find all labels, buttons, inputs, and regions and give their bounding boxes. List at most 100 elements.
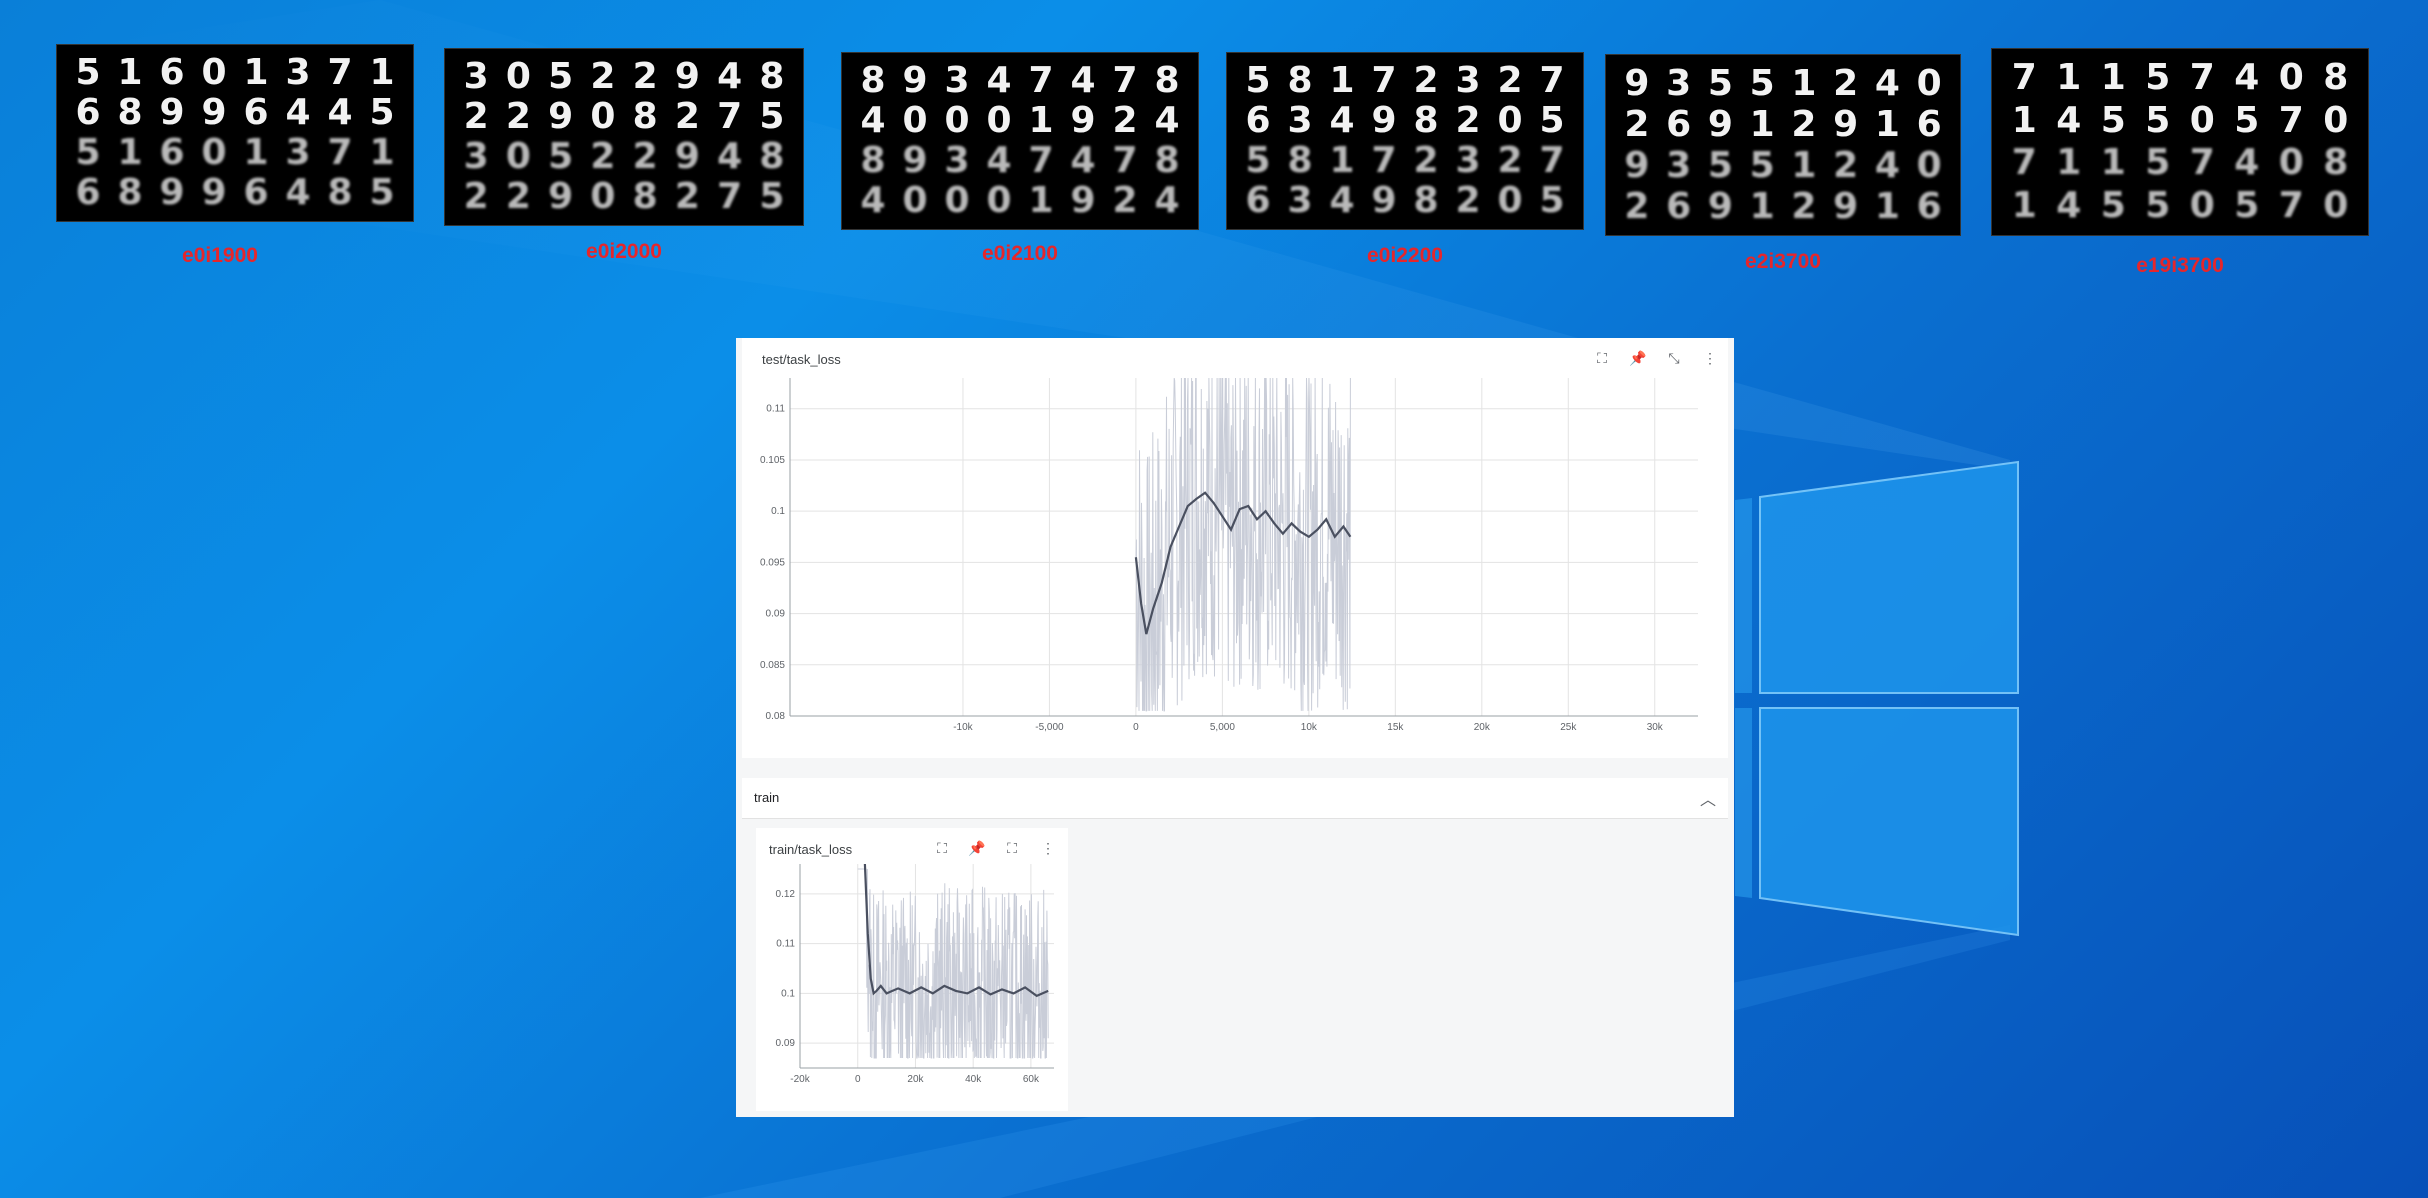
x-tick-label: 0: [855, 1074, 861, 1085]
digit-cell: 4: [2056, 99, 2082, 141]
test-loss-chart[interactable]: -10k -5,000 0 5,000 10k 15k 20k 25k 30k 0.08 0.085…: [752, 378, 1712, 748]
chevron-up-icon[interactable]: ︿: [1699, 792, 1716, 809]
digit-cell: 1: [369, 52, 395, 93]
digit-cell: 7: [2278, 184, 2304, 226]
digit-cell: 6: [1666, 103, 1692, 145]
digit-cell: 8: [1154, 140, 1180, 181]
digit-cell: 1: [2056, 57, 2082, 99]
digit-cell: 2: [463, 176, 489, 217]
digit-cell: 1: [369, 132, 395, 173]
fit-domain-icon[interactable]: ⛶: [1597, 349, 1607, 366]
x-tick-label: 25k: [1560, 722, 1577, 733]
digit-cell: 5: [548, 136, 574, 177]
digit-cell: 0: [944, 180, 970, 221]
more-vert-icon[interactable]: ⋮: [1041, 839, 1055, 856]
more-vert-icon[interactable]: ⋮: [1703, 349, 1717, 366]
digit-cell: 9: [1624, 144, 1650, 186]
y-tick-label: 0.11: [776, 939, 795, 950]
digit-cell: 9: [1371, 180, 1397, 221]
pin-icon[interactable]: 📌: [968, 839, 986, 856]
digit-cell: 2: [1624, 103, 1650, 145]
digit-cell: 2: [505, 96, 531, 137]
digit-cell: 9: [159, 92, 185, 133]
y-tick-label: 0.095: [760, 557, 785, 568]
digit-cell: 9: [674, 136, 700, 177]
digit-cell: 7: [2189, 142, 2215, 184]
digit-cell: 0: [590, 96, 616, 137]
x-tick-label: -5,000: [1035, 722, 1064, 733]
digit-cell: 9: [548, 176, 574, 217]
digit-cell: 3: [285, 132, 311, 173]
digit-cell: 0: [201, 132, 227, 173]
digit-cell: 8: [1287, 140, 1313, 181]
digit-cell: 2: [1497, 60, 1523, 101]
digit-cell: 9: [1070, 180, 1096, 221]
digit-cell: 6: [1245, 100, 1271, 141]
digit-cell: 1: [1749, 103, 1775, 145]
digit-cell: 5: [1707, 62, 1733, 104]
digit-cell: 5: [1245, 140, 1271, 181]
digit-cell: 4: [717, 136, 743, 177]
windows-logo: [1735, 460, 2019, 937]
digit-cell: 8: [632, 96, 658, 137]
digit-cell: 0: [505, 56, 531, 97]
digit-cell: 3: [944, 140, 970, 181]
train-section-header[interactable]: train ︿: [742, 778, 1728, 819]
digit-cell: 4: [2056, 184, 2082, 226]
digit-cell: 7: [327, 132, 353, 173]
digit-cell: 7: [1028, 140, 1054, 181]
digit-cell: 5: [2145, 99, 2171, 141]
digit-cell: 9: [1371, 100, 1397, 141]
digit-cell: 2: [632, 136, 658, 177]
digit-cell: 8: [860, 140, 886, 181]
digit-cell: 5: [2234, 99, 2260, 141]
card-title: train/task_loss: [769, 842, 853, 857]
raw-series-line: [857, 868, 1049, 1059]
y-tick-label: 0.08: [766, 711, 786, 722]
thumbnail-caption: e0i2000: [586, 240, 662, 263]
digit-cell: 0: [201, 52, 227, 93]
train-loss-chart[interactable]: -20k 0 20k 40k 60k 0.09 0.1 0.11 0.12: [762, 864, 1062, 1104]
digit-cell: 1: [2011, 99, 2037, 141]
digit-cell: 4: [1329, 100, 1355, 141]
fullscreen-exit-icon[interactable]: ⤡: [1668, 349, 1680, 366]
digit-cell: 0: [2323, 184, 2349, 226]
digit-cell: 4: [2234, 57, 2260, 99]
digit-cell: 9: [201, 92, 227, 133]
digit-cell: 5: [548, 56, 574, 97]
section-label: train: [754, 790, 780, 805]
digit-cell: 7: [1112, 140, 1138, 181]
fullscreen-icon[interactable]: ⛶: [1007, 839, 1017, 856]
thumbnail-caption: e19i3700: [2136, 254, 2224, 277]
digit-cell: 0: [986, 100, 1012, 141]
digit-cell: 0: [2189, 184, 2215, 226]
digit-cell: 7: [1112, 60, 1138, 101]
digit-cell: 2: [632, 56, 658, 97]
digit-cell: 9: [674, 56, 700, 97]
digit-cell: 9: [1070, 100, 1096, 141]
fit-domain-icon[interactable]: ⛶: [937, 839, 947, 856]
digit-cell: 7: [2278, 99, 2304, 141]
digit-cell: 7: [327, 52, 353, 93]
digit-cell: 6: [75, 172, 101, 213]
digit-cell: 4: [717, 56, 743, 97]
digit-cell: 1: [1874, 185, 1900, 227]
digit-cell: 2: [1455, 100, 1481, 141]
pin-icon[interactable]: 📌: [1629, 349, 1647, 366]
digit-cell: 6: [159, 132, 185, 173]
thumbnail-caption: e0i2100: [982, 242, 1058, 265]
digit-cell: 1: [1791, 62, 1817, 104]
y-tick-label: 0.1: [771, 506, 785, 517]
digit-cell: 9: [902, 60, 928, 101]
digit-cell: 1: [243, 52, 269, 93]
x-tick-label: 60k: [1023, 1074, 1040, 1085]
digit-cell: 2: [1413, 140, 1439, 181]
smoothed-series-line: [1134, 491, 1352, 635]
digit-cell: 5: [1539, 100, 1565, 141]
digit-cell: 0: [944, 100, 970, 141]
digit-cell: 3: [1666, 144, 1692, 186]
digit-cell: 4: [1329, 180, 1355, 221]
